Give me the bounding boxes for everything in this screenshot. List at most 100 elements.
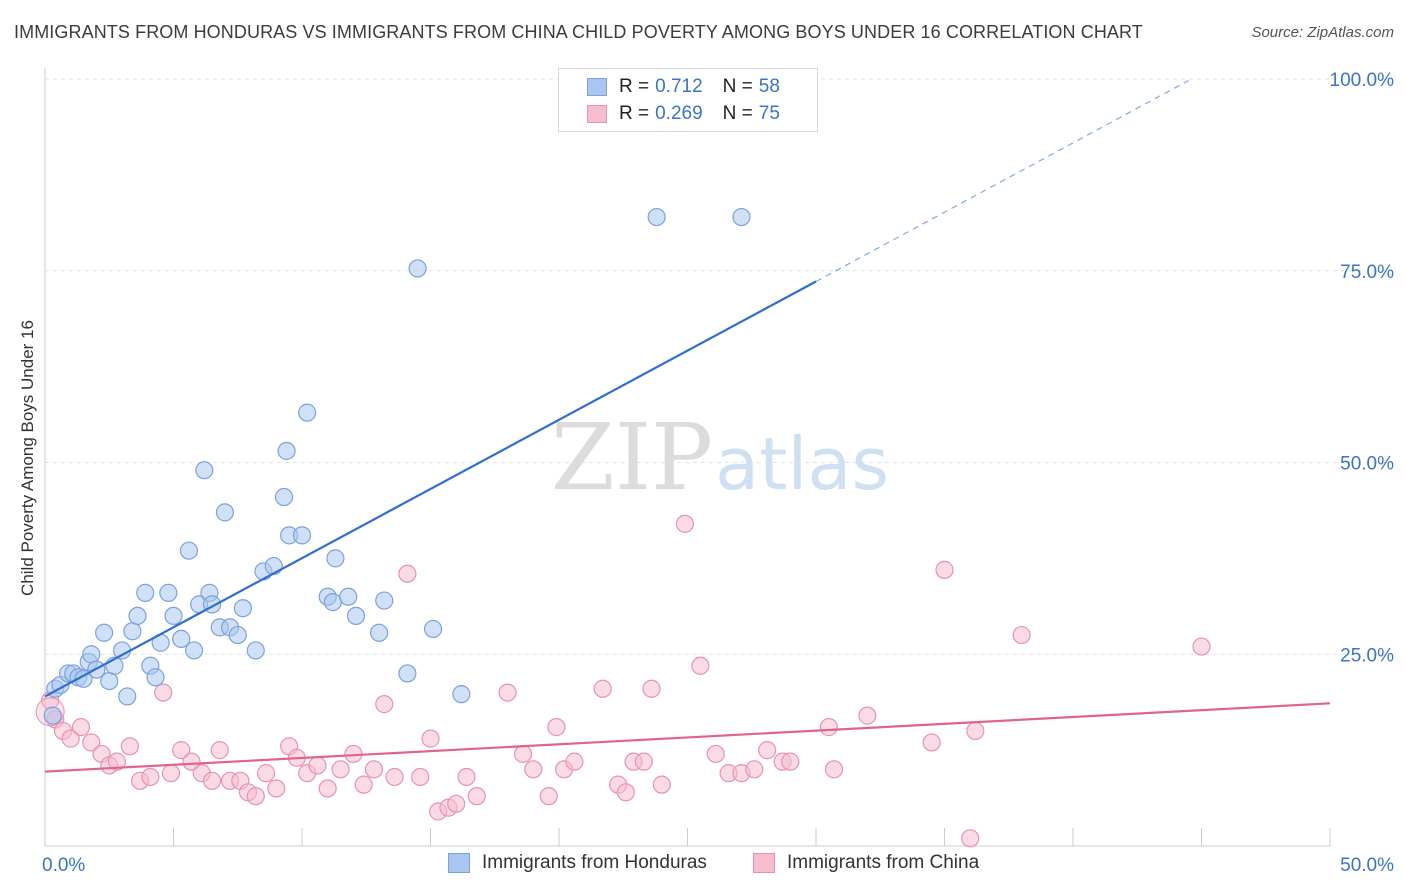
honduras-point: [732, 207, 751, 227]
honduras-point: [95, 623, 114, 642]
honduras-point: [179, 541, 199, 560]
honduras-point: [233, 599, 252, 618]
china-point: [524, 760, 543, 779]
legend-label-china: Immigrants from China: [787, 852, 980, 873]
honduras-point: [375, 591, 394, 610]
china-point: [467, 787, 486, 806]
china-point: [675, 514, 695, 533]
china-point: [966, 721, 985, 741]
china-point: [308, 756, 327, 775]
honduras-point: [215, 503, 234, 522]
china-point: [331, 760, 350, 779]
trendline-honduras-extension: [815, 80, 1189, 283]
trendline-honduras: [44, 280, 817, 698]
y-tick-label: 75.0%: [1340, 262, 1394, 283]
honduras-point: [228, 625, 247, 645]
china-point: [457, 767, 476, 787]
legend-swatch-china: [587, 105, 607, 123]
china-point: [634, 752, 653, 771]
legend-n-value-china: 75: [758, 103, 780, 124]
honduras-point: [423, 619, 443, 639]
honduras-point: [195, 461, 214, 480]
honduras-point: [298, 403, 317, 422]
series-legend: Immigrants from Honduras Immigrants from…: [0, 852, 1406, 878]
china-point: [71, 718, 91, 737]
honduras-point: [184, 641, 204, 660]
watermark: ZIP atlas: [551, 404, 889, 511]
legend-item-honduras[interactable]: Immigrants from Honduras: [448, 852, 707, 874]
china-point: [154, 683, 173, 702]
honduras-point: [164, 606, 183, 626]
china-point: [922, 733, 941, 752]
correlation-legend: R = 0.712 N = 58 R = 0.269 N = 75: [558, 68, 818, 132]
y-tick-label: 100.0%: [1330, 70, 1395, 91]
honduras-point: [647, 207, 666, 227]
legend-n-value-honduras: 58: [758, 76, 780, 97]
china-point: [539, 787, 558, 806]
china-point: [246, 787, 265, 806]
y-tick-label: 50.0%: [1340, 454, 1394, 475]
china-point: [1192, 637, 1211, 656]
china-point: [652, 775, 671, 794]
honduras-point: [172, 629, 191, 649]
x-tick-label: 50.0%: [1340, 855, 1394, 876]
china-point: [375, 695, 394, 714]
china-point: [935, 560, 954, 579]
honduras-point: [370, 623, 389, 642]
honduras-point: [118, 687, 137, 706]
china-point: [82, 733, 101, 752]
china-point: [565, 752, 584, 771]
x-tick-label: 0.0%: [42, 855, 85, 876]
watermark-zip: ZIP: [551, 404, 713, 511]
honduras-point: [339, 587, 358, 606]
legend-item-china[interactable]: Immigrants from China: [753, 852, 979, 874]
honduras-point: [159, 583, 178, 602]
china-point: [781, 752, 800, 771]
china-point: [256, 764, 276, 783]
legend-label-honduras: Immigrants from Honduras: [482, 852, 707, 873]
china-point: [706, 744, 725, 764]
legend-n-label: N =: [722, 76, 753, 97]
trendline-china: [44, 702, 1331, 773]
trendlines: [44, 80, 1331, 773]
legend-swatch-honduras: [587, 78, 607, 96]
china-point: [616, 783, 635, 802]
honduras-point: [146, 668, 165, 687]
legend-r-label: R =: [619, 76, 650, 97]
china-point: [691, 656, 710, 675]
honduras-point: [398, 664, 417, 683]
honduras-point: [264, 556, 283, 576]
china-point: [642, 679, 661, 698]
honduras-point: [274, 487, 294, 507]
legend-r-value-china: 0.269: [655, 103, 703, 124]
china-point: [61, 729, 80, 748]
china-point: [421, 729, 440, 748]
china-point: [267, 779, 286, 798]
honduras-point: [43, 706, 62, 725]
honduras-point: [100, 671, 119, 691]
series-china-points: [35, 514, 1211, 848]
china-point: [961, 829, 980, 848]
china-point: [1012, 625, 1031, 645]
china-point: [172, 741, 191, 760]
china-point: [385, 767, 404, 787]
honduras-point: [346, 606, 366, 626]
china-point: [745, 760, 764, 779]
honduras-point: [323, 592, 342, 612]
china-point: [824, 760, 844, 779]
honduras-point: [128, 606, 147, 626]
chart-title: IMMIGRANTS FROM HONDURAS VS IMMIGRANTS F…: [14, 22, 1143, 42]
honduras-point: [136, 583, 155, 602]
honduras-point: [112, 641, 132, 660]
honduras-point: [246, 641, 265, 660]
china-point: [202, 771, 222, 790]
honduras-point: [82, 645, 101, 664]
china-point: [161, 764, 181, 783]
china-point: [318, 779, 337, 798]
honduras-point: [277, 441, 296, 461]
honduras-point: [408, 259, 427, 278]
honduras-point: [123, 622, 142, 641]
watermark-atlas: atlas: [715, 422, 889, 506]
legend-n-label: N =: [722, 103, 753, 124]
